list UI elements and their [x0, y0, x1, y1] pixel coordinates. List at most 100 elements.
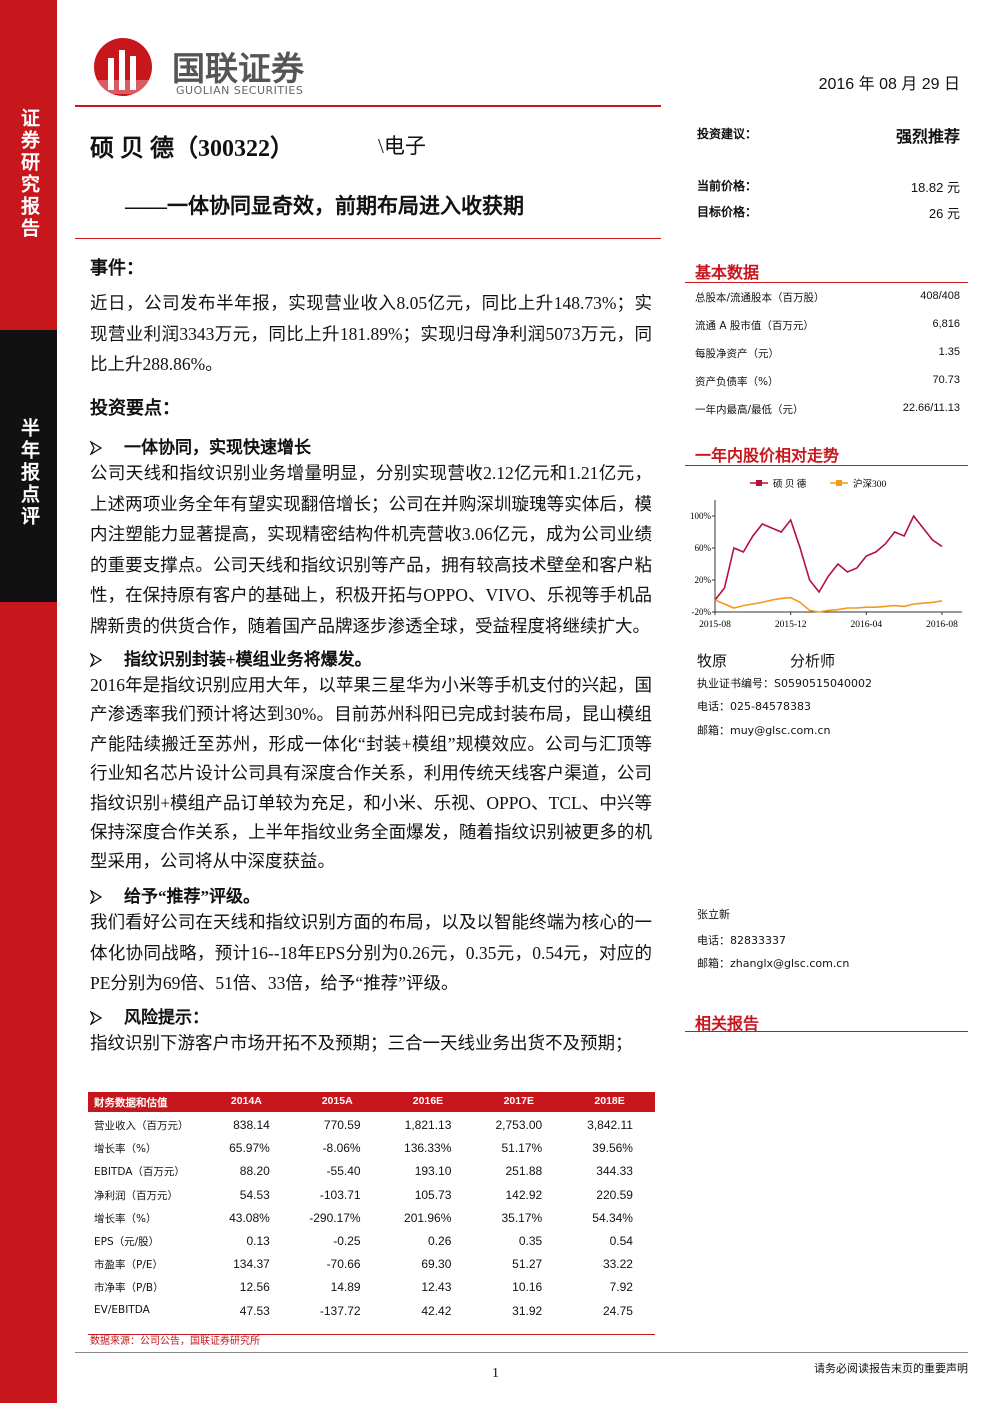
cell-value: 7.92 [609, 1280, 633, 1295]
bullet-heading: 指纹识别封装+模组业务将爆发。 [89, 645, 372, 670]
cell-value: 0.13 [246, 1234, 270, 1248]
logo-text: 国联证券 [172, 49, 304, 88]
section-heading: 投资要点： [90, 398, 180, 418]
sidebar-red [0, 0, 57, 330]
basic-value: 6,816 [932, 318, 960, 330]
recommendation-value: 强烈推荐 [895, 129, 960, 146]
series-line [714, 514, 943, 601]
footer-notice: 请务必阅读报告末页的重要声明 [814, 1363, 968, 1375]
table-header: 2017E [503, 1095, 534, 1107]
y-tick-label: 20% [695, 575, 712, 585]
analyst-phone: 电话：82833337 [697, 934, 786, 947]
divider [685, 465, 968, 466]
basic-label: 资产负债率（%） [695, 376, 779, 388]
divider [75, 238, 661, 239]
legend-marker [756, 480, 762, 486]
sidebar-label: 证券研究报告 [18, 108, 40, 240]
cell-value: -290.17% [309, 1210, 361, 1225]
cell-value: 42.42 [421, 1303, 452, 1318]
row-label: 市净率（P/B） [94, 1282, 164, 1295]
cell-value: 88.20 [239, 1164, 270, 1179]
x-tick-label: 2015-08 [699, 620, 731, 630]
basic-value: 1.35 [938, 346, 960, 358]
cell-value: 838.14 [233, 1118, 270, 1132]
bullet-heading: 给予“推荐”评级。 [89, 882, 260, 907]
cell-value: 1,821.13 [404, 1118, 452, 1132]
cell-value: -8.06% [322, 1141, 361, 1156]
y-tick-label: 100% [690, 511, 712, 521]
logo-subtext: GUOLIAN SECURITIES [176, 84, 304, 97]
cell-value: 47.53 [239, 1303, 270, 1318]
row-label: 市盈率（P/E） [94, 1259, 164, 1272]
paragraph: 公司天线和指纹识别业务增量明显，分别实现营收2.12亿元和1.21亿元，上述两项… [90, 463, 652, 636]
cell-value: 51.27 [512, 1257, 543, 1272]
divider [685, 1031, 968, 1032]
cell-value: -137.72 [319, 1303, 361, 1318]
logo-icon [94, 38, 152, 96]
cell-value: 12.43 [421, 1280, 452, 1295]
cell-value: -103.71 [319, 1187, 361, 1202]
cell-value: 10.16 [512, 1280, 543, 1295]
price-value: 26 元 [928, 206, 960, 221]
bullet-title: 一体协同，实现快速增长 [124, 438, 311, 457]
cell-value: -70.66 [326, 1257, 361, 1272]
bullet-title: 给予“推荐”评级。 [124, 887, 260, 906]
stock-chart: -20% 20% 60% 100% 2015-08 2015-12 2016-04 2016-… [690, 478, 962, 630]
row-label: EPS（元/股） [94, 1236, 160, 1248]
table-header-bg [88, 1092, 655, 1112]
cell-value: 344.33 [596, 1164, 633, 1179]
cell-value: 105.73 [414, 1187, 452, 1202]
row-label: 增长率（%） [94, 1143, 157, 1156]
bullet-title: 指纹识别封装+模组业务将爆发。 [124, 650, 372, 669]
row-label: 净利润（百万元） [94, 1189, 178, 1202]
cell-value: 770.59 [323, 1118, 361, 1132]
basic-value: 70.73 [932, 374, 960, 386]
analyst-name: 牧原 [697, 654, 728, 670]
cell-value: 24.75 [602, 1303, 633, 1318]
sidebar-label: 半年报点评 [18, 418, 40, 528]
basic-value: 408/408 [920, 290, 960, 302]
report-date: 2016 年 08 月 29 日 [818, 76, 960, 93]
basic-value: 22.66/11.13 [902, 402, 960, 414]
page-number: 1 [492, 1366, 499, 1381]
bullet-heading: 一体协同，实现快速增长 [89, 433, 311, 458]
cell-value: 0.26 [428, 1234, 452, 1248]
section-heading: 基本数据 [695, 263, 760, 282]
table-header: 财务数据和估值 [94, 1097, 168, 1109]
subtitle: ——一体协同显奇效，前期布局进入收获期 [125, 194, 524, 218]
paragraph: 我们看好公司在天线和指纹识别方面的布局，以及以智能终端为核心的一体化协同战略，预… [90, 912, 652, 993]
basic-label: 流通 A 股市值（百万元） [695, 320, 814, 332]
paragraph: 指纹识别下游客户市场开拓不及预期；三合一天线业务出货不及预期； [90, 1033, 633, 1053]
cell-value: 136.33% [404, 1141, 452, 1156]
row-label: EBITDA（百万元） [94, 1166, 185, 1179]
table-header: 2018E [594, 1095, 625, 1107]
company-title: 硕 贝 德（300322） [90, 136, 294, 162]
bullet-title: 风险提示： [124, 1008, 209, 1027]
x-tick-label: 2016-04 [850, 620, 882, 630]
price-label: 目标价格： [697, 205, 758, 219]
cell-value: 43.08% [229, 1210, 270, 1225]
divider [685, 282, 968, 283]
analyst-email: 邮箱：muy@glsc.com.cn [697, 724, 831, 737]
cell-value: 69.30 [421, 1257, 452, 1272]
table-bottom-line [88, 1334, 655, 1335]
bullet-arrow [89, 889, 103, 905]
bullet-arrow [89, 652, 103, 668]
cell-value: 54.34% [592, 1210, 633, 1225]
bullet-arrow [89, 1010, 103, 1026]
cell-value: 54.53 [239, 1187, 270, 1202]
cell-value: -0.25 [333, 1234, 361, 1248]
sidebar-dark [0, 330, 57, 602]
row-label: 增长率（%） [94, 1212, 157, 1225]
x-tick-label: 2016-08 [926, 620, 958, 630]
cell-value: 134.37 [233, 1257, 270, 1272]
cell-value: 0.54 [609, 1234, 633, 1248]
price-label: 当前价格： [697, 179, 758, 193]
price-value: 18.82 元 [910, 180, 960, 195]
y-tick-label: 60% [695, 543, 712, 553]
bullet-heading: 风险提示： [89, 1003, 209, 1028]
cell-value: 220.59 [596, 1187, 633, 1202]
cell-value: 39.56% [592, 1141, 633, 1156]
cell-value: 33.22 [602, 1257, 633, 1272]
section-heading: 相关报告 [695, 1014, 760, 1033]
